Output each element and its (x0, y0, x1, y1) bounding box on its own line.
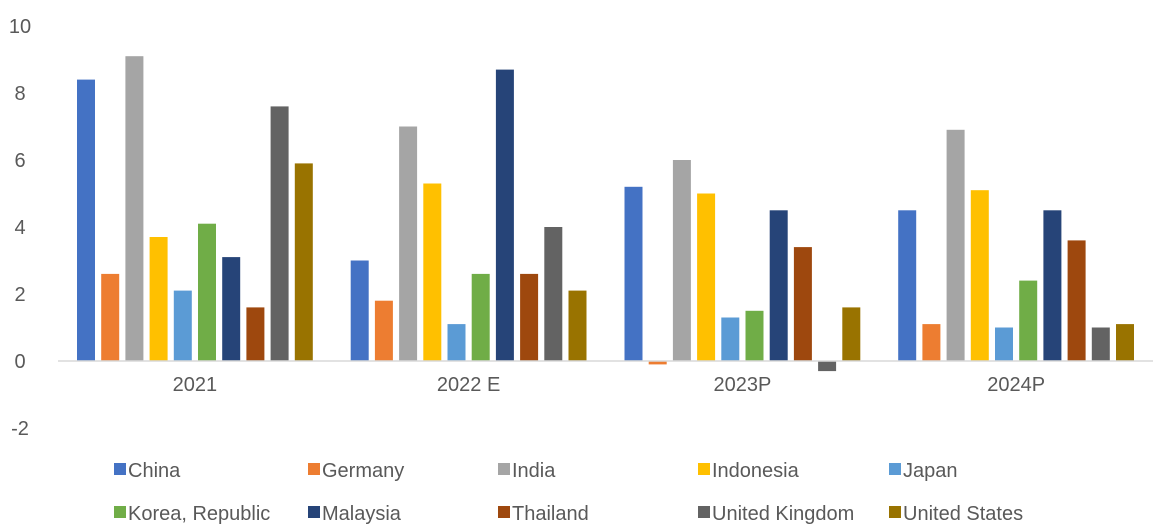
bar-germany-2022-e (374, 300, 393, 361)
legend-item: Korea, Republic (114, 503, 270, 525)
bar-china-2022-e (350, 260, 369, 361)
bar-india-2021 (125, 56, 144, 361)
legend-swatch (498, 463, 510, 475)
legend-item: Germany (308, 460, 404, 482)
legend-swatch (698, 463, 710, 475)
legend-swatch (498, 506, 510, 518)
legend-label: Malaysia (322, 503, 402, 525)
y-tick-label: -2 (11, 418, 29, 440)
bar-united-states-2021 (294, 163, 313, 361)
y-tick-label: 8 (14, 83, 25, 105)
y-tick-label: 0 (14, 351, 25, 373)
legend-swatch (889, 506, 901, 518)
legend-swatch (308, 463, 320, 475)
legend-swatch (889, 463, 901, 475)
bar-india-2023p (672, 160, 691, 361)
bar-indonesia-2024p (970, 190, 989, 361)
legend-item: United Kingdom (698, 503, 854, 525)
legend-label: Indonesia (712, 460, 800, 482)
bar-united-kingdom-2021 (270, 106, 289, 362)
bar-korea-republic-2023p (745, 310, 764, 362)
legend-item: China (114, 460, 181, 482)
bar-germany-2023p (648, 361, 667, 365)
y-tick-label: 4 (14, 217, 25, 239)
bar-india-2024p (946, 129, 965, 361)
legend-item: United States (889, 503, 1023, 525)
bar-korea-republic-2024p (1019, 280, 1038, 361)
legend-swatch (114, 506, 126, 518)
bar-china-2021 (77, 79, 95, 361)
bar-malaysia-2023p (769, 210, 788, 361)
legend-label: Korea, Republic (128, 503, 270, 525)
bar-united-kingdom-2023p (818, 361, 837, 372)
legend-label: United States (903, 503, 1023, 525)
x-category-label: 2022 E (437, 374, 500, 396)
bar-china-2023p (624, 186, 643, 361)
bar-japan-2022-e (447, 324, 466, 361)
legend-item: India (498, 460, 556, 482)
legend-swatch (698, 506, 710, 518)
legend-item: Indonesia (698, 460, 800, 482)
legend-label: United Kingdom (712, 503, 854, 525)
bar-indonesia-2021 (149, 237, 168, 361)
y-tick-label: 6 (14, 150, 25, 172)
bar-malaysia-2022-e (495, 69, 514, 361)
x-axis-categories: 2021 2022 E 2023P 2024P (173, 374, 1045, 396)
legend-label: Germany (322, 460, 404, 482)
bar-thailand-2023p (793, 247, 812, 361)
legend-item: Thailand (498, 503, 589, 525)
legend: China Germany India Indonesia Japan Korea, Re… (114, 460, 1023, 525)
bar-united-kingdom-2022-e (544, 227, 563, 361)
bar-thailand-2021 (246, 307, 265, 361)
bar-united-states-2024p (1116, 324, 1134, 361)
legend-item: Malaysia (308, 503, 402, 525)
bar-japan-2023p (721, 317, 740, 361)
bar-indonesia-2022-e (423, 183, 442, 361)
bar-germany-2024p (922, 324, 941, 361)
y-tick-label: 2 (14, 284, 25, 306)
bars-group (77, 56, 1134, 372)
bar-japan-2021 (173, 290, 192, 361)
bar-united-kingdom-2024p (1091, 327, 1110, 361)
legend-label: Thailand (512, 503, 589, 525)
bar-united-states-2022-e (568, 290, 587, 361)
bar-germany-2021 (101, 273, 120, 361)
bar-japan-2024p (995, 327, 1013, 361)
legend-item: Japan (889, 460, 958, 482)
bar-malaysia-2024p (1043, 210, 1062, 361)
x-category-label: 2023P (713, 374, 771, 396)
x-category-label: 2024P (987, 374, 1045, 396)
x-category-label: 2021 (173, 374, 218, 396)
bar-korea-republic-2021 (198, 223, 216, 361)
bar-malaysia-2021 (222, 257, 241, 361)
bar-china-2024p (898, 210, 917, 361)
bar-united-states-2023p (842, 307, 861, 361)
legend-swatch (308, 506, 320, 518)
legend-swatch (114, 463, 126, 475)
y-axis-ticks: -2 0 2 4 6 8 10 (9, 16, 31, 440)
bar-thailand-2024p (1067, 240, 1086, 361)
legend-label: China (128, 460, 181, 482)
bar-thailand-2022-e (520, 273, 539, 361)
legend-label: Japan (903, 460, 958, 482)
bar-korea-republic-2022-e (471, 273, 490, 361)
legend-label: India (512, 460, 556, 482)
y-tick-label: 10 (9, 16, 31, 38)
bar-indonesia-2023p (697, 193, 716, 361)
bar-india-2022-e (399, 126, 418, 361)
